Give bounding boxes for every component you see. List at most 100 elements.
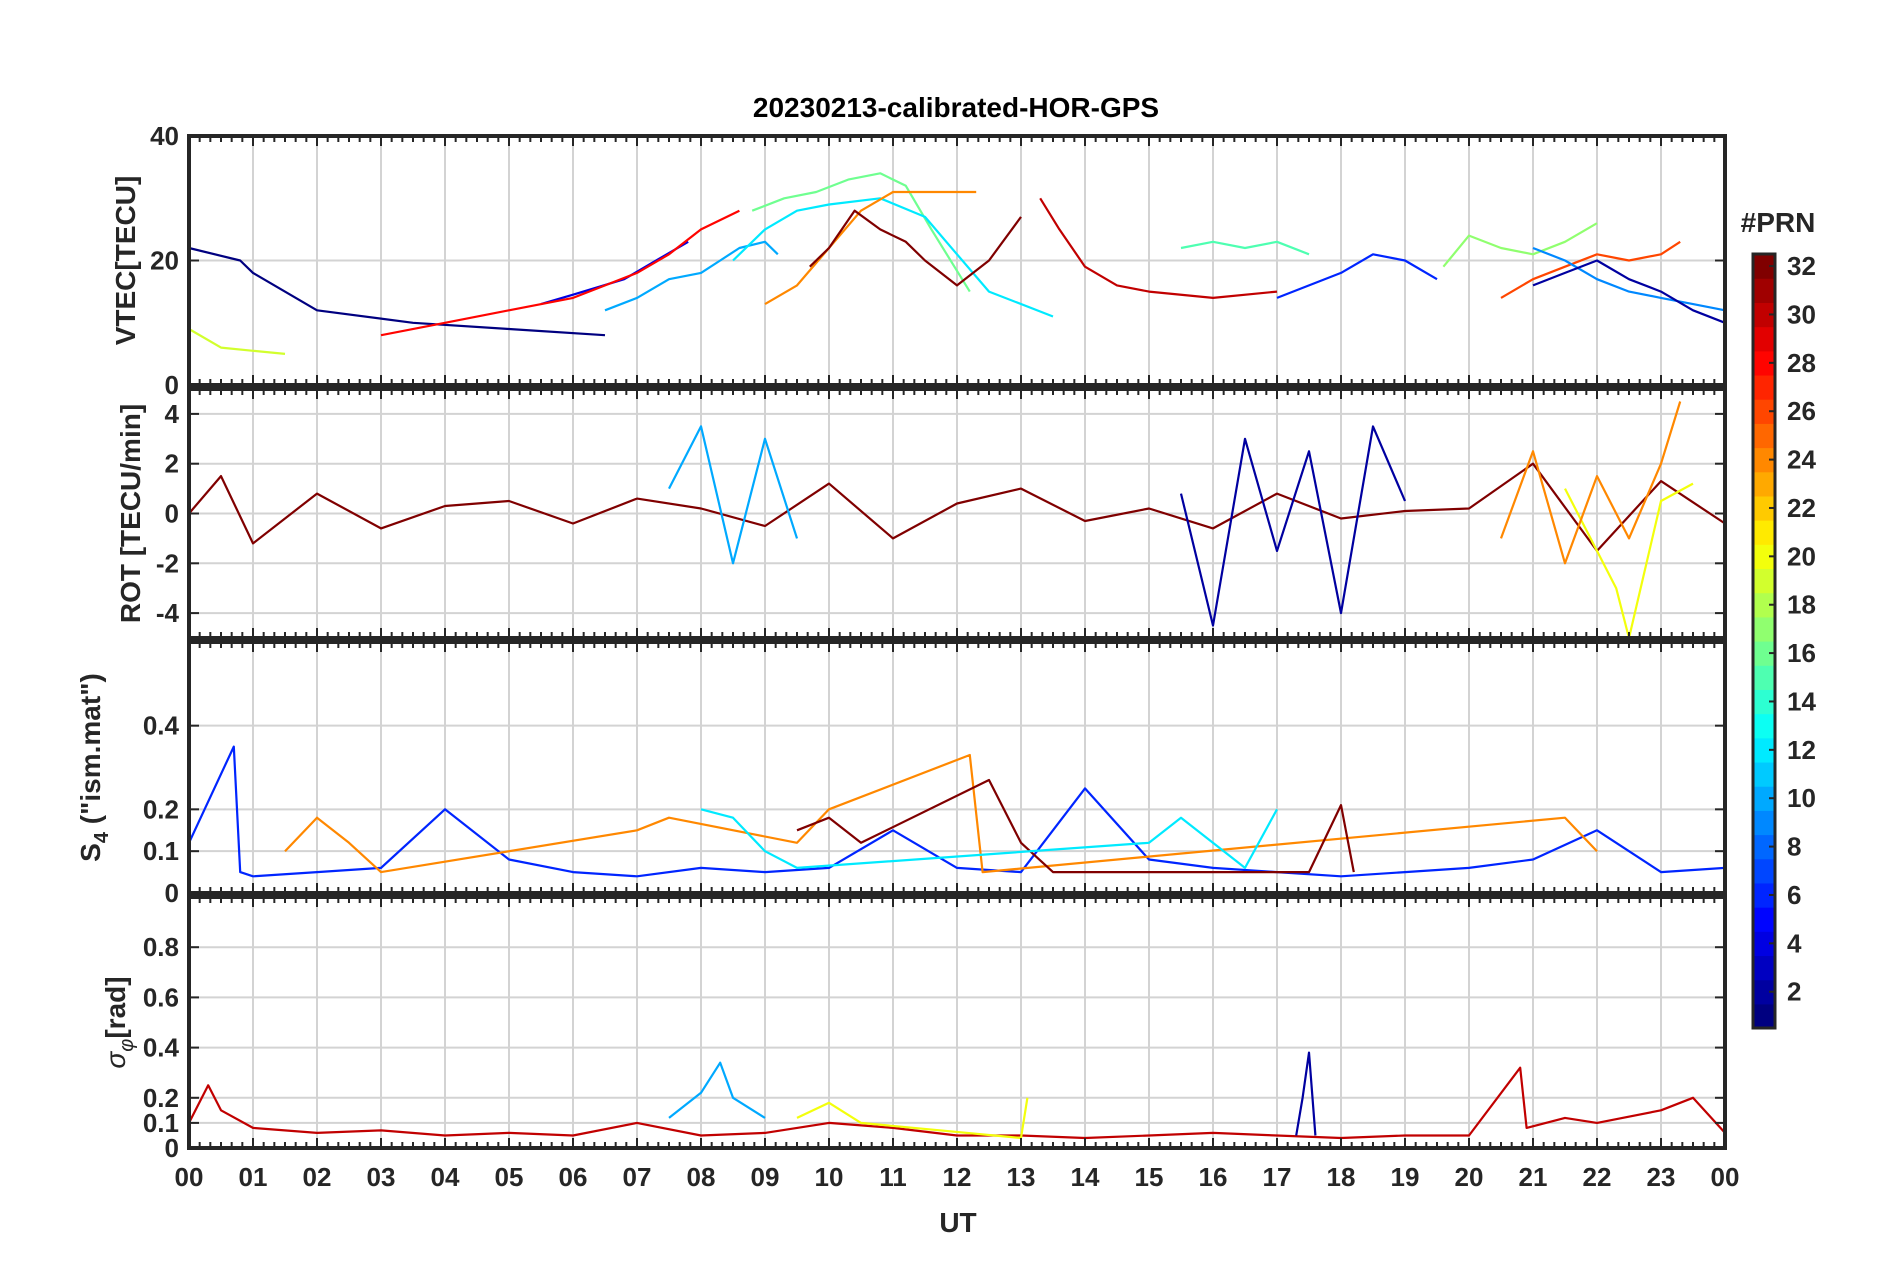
colorbar-swatch-prn-17 xyxy=(1753,616,1775,642)
x-tick-label: 10 xyxy=(815,1162,844,1192)
y-tick-label: 0.4 xyxy=(143,1033,180,1063)
chart-title: 20230213-calibrated-HOR-GPS xyxy=(753,92,1159,123)
x-tick-label: 07 xyxy=(623,1162,652,1192)
y-tick-label: 4 xyxy=(165,399,180,429)
colorbar-tick-label: 14 xyxy=(1787,686,1816,716)
series-line-prn-1 xyxy=(188,246,606,337)
colorbar-swatch-prn-14 xyxy=(1753,689,1775,715)
colorbar-swatch-prn-29 xyxy=(1753,326,1775,352)
y-tick-label: 0.2 xyxy=(143,1083,179,1113)
y-tick-label: 0 xyxy=(165,499,179,529)
colorbar-swatch-prn-30 xyxy=(1753,302,1775,328)
colorbar-swatch-prn-16 xyxy=(1753,641,1775,666)
colorbar-tick-label: 16 xyxy=(1787,638,1816,668)
series-line-prn-2 xyxy=(1532,259,1726,324)
colorbar-tick-label: 22 xyxy=(1787,493,1816,523)
x-tick-label: 13 xyxy=(1007,1162,1036,1192)
colorbar-swatch-prn-18 xyxy=(1753,592,1775,618)
colorbar-swatch-prn-32 xyxy=(1753,254,1775,279)
colorbar-swatch-prn-7 xyxy=(1753,858,1775,884)
colorbar-swatch-prn-1 xyxy=(1753,1003,1775,1029)
y-tick-label: 0 xyxy=(165,1133,179,1163)
y-tick-label: 0.6 xyxy=(143,982,179,1012)
series-line-prn-28 xyxy=(380,209,740,337)
series-line-prn-24 xyxy=(764,190,977,306)
colorbar-tick-label: 26 xyxy=(1787,396,1816,426)
x-tick-label: 04 xyxy=(431,1162,460,1192)
colorbar-swatch-prn-9 xyxy=(1753,810,1775,836)
colorbar-swatch-prn-24 xyxy=(1753,447,1775,473)
series-line-prn-10 xyxy=(668,425,799,565)
panel-sigma_phi: 00.10.2 0.4 0.6 0.8σφ[rad] xyxy=(100,895,1727,1163)
series-line-prn-4 xyxy=(540,240,689,306)
series-line-prn-12 xyxy=(700,808,1278,870)
series-line-prn-2 xyxy=(1179,425,1407,627)
y-axis-title: ROT [TECU/min] xyxy=(115,404,146,623)
series-line-prn-6 xyxy=(1276,253,1438,299)
panel-vtec: 0 20 40 VTEC[TECU] xyxy=(110,121,1727,400)
x-tick-label: 12 xyxy=(943,1162,972,1192)
panel-s4: 0 0.1 0.2 0.4 S4 ("ism.mat") xyxy=(75,640,1727,908)
x-tick-label: 21 xyxy=(1519,1162,1548,1192)
x-tick-label: 16 xyxy=(1199,1162,1228,1192)
series-line-prn-10 xyxy=(604,240,779,312)
series-line-prn-26 xyxy=(1500,240,1681,299)
x-tick-label: 05 xyxy=(495,1162,524,1192)
y-tick-label: 0 xyxy=(165,370,179,400)
y-tick-label: 0.2 xyxy=(143,794,179,824)
colorbar-tick-label: 6 xyxy=(1787,880,1801,910)
colorbar-swatch-prn-19 xyxy=(1753,568,1775,594)
series-line-prn-32 xyxy=(796,778,1355,874)
colorbar-tick-label: 4 xyxy=(1787,928,1802,958)
x-tick-label: 03 xyxy=(367,1162,396,1192)
colorbar-tick-label: 24 xyxy=(1787,445,1816,475)
series-line-prn-19 xyxy=(188,328,286,355)
x-tick-label: 09 xyxy=(751,1162,780,1192)
y-tick-label: 2 xyxy=(165,449,179,479)
y-tick-label: -2 xyxy=(156,548,179,578)
series-line-prn-16 xyxy=(751,172,971,293)
colorbar-swatch-prn-4 xyxy=(1753,931,1775,957)
colorbar-swatch-prn-20 xyxy=(1753,544,1775,570)
x-axis-title: UT xyxy=(939,1207,976,1238)
y-tick-label: 0 xyxy=(165,878,179,908)
series-line-prn-20 xyxy=(1564,482,1694,640)
series-line-prn-24 xyxy=(284,753,1598,874)
x-tick-label: 17 xyxy=(1263,1162,1292,1192)
x-tick-label: 18 xyxy=(1327,1162,1356,1192)
colorbar-swatch-prn-10 xyxy=(1753,786,1775,811)
y-tick-label: 40 xyxy=(150,121,179,151)
y-axis-title: VTEC[TECU] xyxy=(110,176,141,346)
colorbar-title: #PRN xyxy=(1741,207,1816,238)
x-axis: 00 01 02 03 04 05 06 07 08 09 10 11 12 13 14 15 16 17 18 19… xyxy=(175,1162,1740,1192)
series-line-prn-24 xyxy=(1499,401,1682,565)
x-tick-label: 02 xyxy=(303,1162,332,1192)
colorbar-swatch-prn-31 xyxy=(1753,278,1775,303)
panel-frame xyxy=(187,134,1727,387)
y-tick-label: -4 xyxy=(156,598,180,628)
x-tick-label: 22 xyxy=(1583,1162,1612,1192)
colorbar-swatch-prn-21 xyxy=(1753,520,1775,545)
series-line-prn-10 xyxy=(668,1061,766,1119)
colorbar-tick-label: 8 xyxy=(1787,832,1801,862)
series-line-prn-30 xyxy=(1039,197,1278,299)
x-tick-label: 01 xyxy=(239,1162,268,1192)
series-line-prn-15 xyxy=(1180,240,1310,256)
colorbar-swatch-prn-23 xyxy=(1753,471,1775,497)
colorbar-swatch-prn-8 xyxy=(1753,834,1775,860)
x-tick-label: 19 xyxy=(1391,1162,1420,1192)
y-axis-title: S4 ("ism.mat") xyxy=(75,673,113,862)
colorbar-tick-label: 30 xyxy=(1787,299,1816,329)
x-tick-label: 20 xyxy=(1455,1162,1484,1192)
colorbar-swatch-prn-22 xyxy=(1753,495,1775,521)
colorbar-tick-label: 18 xyxy=(1787,590,1816,620)
y-tick-label: 0.1 xyxy=(143,1108,179,1138)
panel-frame xyxy=(187,640,1727,895)
series-line-prn-9 xyxy=(1532,246,1726,312)
colorbar-tick-label: 32 xyxy=(1787,251,1816,281)
colorbar-swatch-prn-13 xyxy=(1753,713,1775,739)
colorbar-swatch-prn-6 xyxy=(1753,882,1775,908)
colorbar-frame xyxy=(1751,252,1777,1030)
colorbar-swatch-prn-12 xyxy=(1753,737,1775,763)
